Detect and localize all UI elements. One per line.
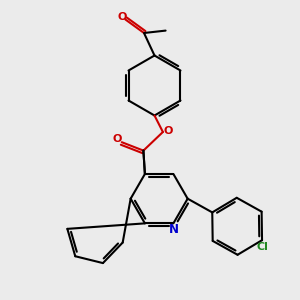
Text: O: O xyxy=(113,134,122,144)
Text: Cl: Cl xyxy=(256,242,268,252)
Text: N: N xyxy=(168,223,178,236)
Text: O: O xyxy=(117,11,127,22)
Text: O: O xyxy=(164,125,173,136)
